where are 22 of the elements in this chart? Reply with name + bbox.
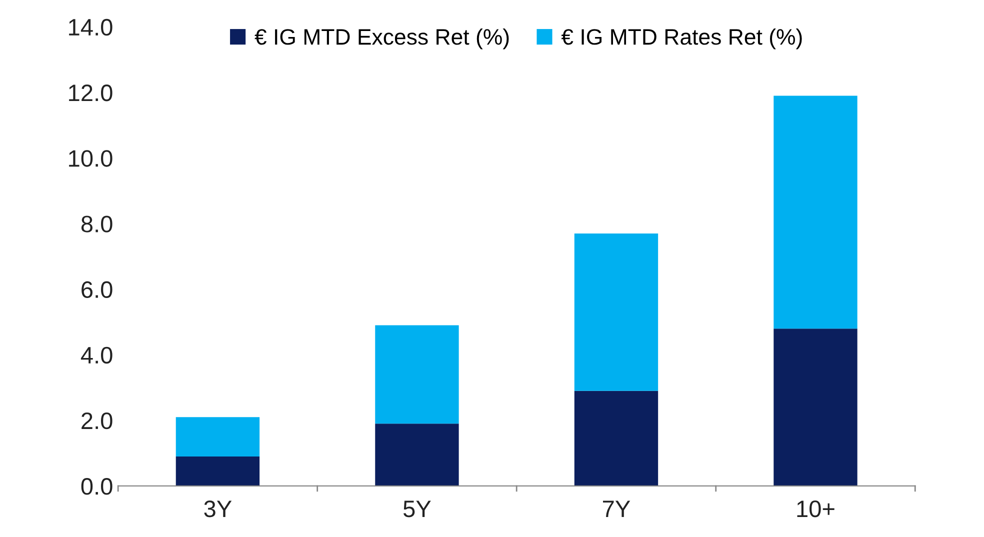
bar — [375, 325, 459, 424]
bar — [375, 424, 459, 486]
legend-label: € IG MTD Rates Ret (%) — [561, 28, 802, 50]
bar — [774, 96, 858, 329]
bar — [574, 390, 658, 486]
x-tick-label: 3Y — [204, 500, 232, 518]
bar — [176, 456, 260, 486]
bar — [574, 233, 658, 391]
x-tick-label: 10+ — [797, 500, 834, 518]
y-tick-label: 0.0 — [81, 478, 112, 495]
x-tick-label: 7Y — [603, 500, 630, 517]
y-tick-label: 12.0 — [69, 84, 112, 102]
y-tick-label: 14.0 — [69, 18, 112, 36]
y-tick-label: 8.0 — [81, 216, 112, 232]
y-tick-label: 4.0 — [80, 346, 112, 364]
legend-label: € IG MTD Excess Ret (%) — [254, 28, 509, 50]
x-tick-label: 5Y — [403, 500, 431, 518]
y-tick-label: 6.0 — [82, 281, 112, 298]
bar — [774, 328, 858, 486]
y-tick-label: 10.0 — [69, 150, 112, 167]
y-tick-label: 2.0 — [82, 412, 112, 430]
bar — [176, 417, 260, 456]
